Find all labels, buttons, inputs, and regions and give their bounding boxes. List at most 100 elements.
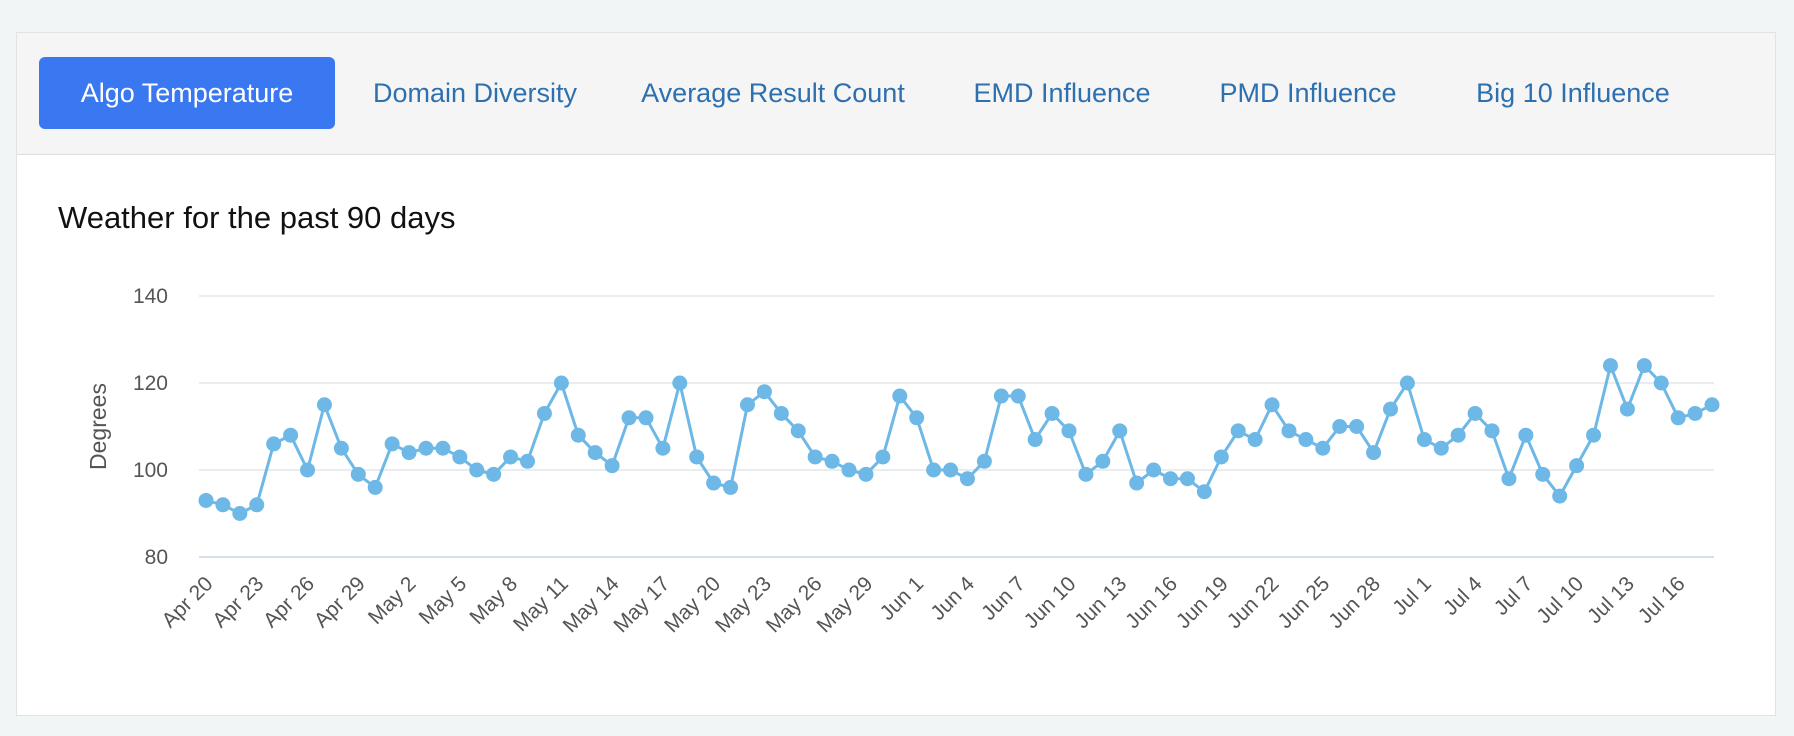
data-point <box>1179 471 1195 487</box>
data-point <box>976 453 992 469</box>
data-point <box>858 466 874 482</box>
x-tick-label: Jun 28 <box>1324 572 1385 633</box>
data-point <box>1298 432 1314 448</box>
data-point <box>723 479 739 495</box>
data-point <box>1163 471 1179 487</box>
data-point <box>1230 423 1246 439</box>
data-point <box>638 410 654 426</box>
data-point <box>1704 397 1720 413</box>
data-point <box>1670 410 1686 426</box>
x-tick-label: Jul 13 <box>1583 572 1639 628</box>
data-point <box>959 471 975 487</box>
data-point <box>1484 423 1500 439</box>
data-point <box>1399 375 1415 391</box>
x-tick-label: Jun 4 <box>926 572 979 625</box>
data-point <box>249 497 265 513</box>
x-tick-label: Jun 1 <box>876 572 929 625</box>
data-point <box>452 449 468 465</box>
x-tick-label: May 26 <box>762 572 827 637</box>
y-tick-label: 140 <box>133 285 168 308</box>
x-tick-label: Jul 10 <box>1532 572 1588 628</box>
data-point <box>469 462 485 478</box>
data-point <box>672 375 688 391</box>
data-point <box>756 384 772 400</box>
tab-big-10-influence[interactable]: Big 10 Influence <box>1476 78 1670 108</box>
data-point <box>773 405 789 421</box>
data-point <box>841 462 857 478</box>
x-tick-label: Jul 16 <box>1634 572 1690 628</box>
y-axis-label: Degrees <box>85 383 111 470</box>
data-point <box>1332 419 1348 434</box>
data-point <box>1416 432 1432 448</box>
data-point <box>1552 488 1568 504</box>
data-point <box>536 405 552 421</box>
data-point <box>1247 432 1263 448</box>
data-point <box>435 440 451 456</box>
data-point <box>503 449 519 465</box>
data-point <box>520 453 536 469</box>
data-point <box>283 427 299 443</box>
data-point <box>1433 440 1449 456</box>
x-tick-label: May 2 <box>364 572 421 629</box>
data-point <box>943 462 959 478</box>
data-point <box>1518 427 1534 443</box>
tab-pmd-influence[interactable]: PMD Influence <box>1219 78 1397 108</box>
x-tick-label: Jul 1 <box>1388 572 1436 620</box>
data-point <box>1382 401 1398 417</box>
data-point <box>824 453 840 469</box>
data-point <box>1467 405 1483 421</box>
x-tick-label: Jun 16 <box>1121 572 1182 633</box>
data-point <box>1450 427 1466 443</box>
data-point <box>350 466 366 482</box>
data-point <box>401 445 417 461</box>
data-point <box>993 388 1009 404</box>
data-point <box>1602 358 1618 374</box>
data-point <box>892 388 908 404</box>
x-tick-label: Apr 23 <box>208 572 268 632</box>
data-point <box>316 397 332 413</box>
data-point <box>198 492 214 508</box>
data-point <box>384 436 400 452</box>
x-tick-label: May 5 <box>415 572 472 629</box>
data-point <box>1129 475 1145 491</box>
x-tick-label: May 23 <box>711 572 776 637</box>
x-tick-label: May 14 <box>559 572 624 637</box>
data-point <box>739 397 755 413</box>
data-point <box>1061 423 1077 439</box>
data-point <box>553 375 569 391</box>
data-point <box>1636 358 1652 374</box>
tab-emd-influence[interactable]: EMD Influence <box>973 78 1151 108</box>
data-point <box>1196 484 1212 500</box>
data-point <box>689 449 705 465</box>
data-point <box>215 497 231 513</box>
data-point <box>706 475 722 491</box>
x-tick-label: Jun 10 <box>1020 572 1081 633</box>
x-tick-label: Apr 29 <box>310 572 370 632</box>
data-point <box>1146 462 1162 478</box>
tab-average-result-count[interactable]: Average Result Count <box>641 78 905 108</box>
tab-algo-temperature[interactable]: Algo Temperature <box>39 57 335 129</box>
data-point <box>1569 458 1585 474</box>
data-point <box>1315 440 1331 456</box>
y-tick-label: 80 <box>145 546 168 569</box>
data-point <box>300 462 316 478</box>
data-point <box>655 440 671 456</box>
data-point <box>1027 432 1043 448</box>
data-point <box>1078 466 1094 482</box>
data-point <box>570 427 586 443</box>
tab-bar: Algo Temperature Domain Diversity Averag… <box>17 33 1775 155</box>
data-point <box>1653 375 1669 391</box>
data-point <box>621 410 637 426</box>
tab-domain-diversity[interactable]: Domain Diversity <box>372 78 578 108</box>
data-point <box>1586 427 1602 443</box>
data-point <box>232 506 248 521</box>
data-point <box>1535 466 1551 482</box>
data-point <box>486 466 502 482</box>
data-point <box>909 410 925 426</box>
data-point <box>1619 401 1635 417</box>
data-point <box>1213 449 1229 465</box>
x-tick-label: Jul 7 <box>1490 572 1538 620</box>
data-point <box>1044 405 1060 421</box>
data-point <box>1281 423 1297 439</box>
